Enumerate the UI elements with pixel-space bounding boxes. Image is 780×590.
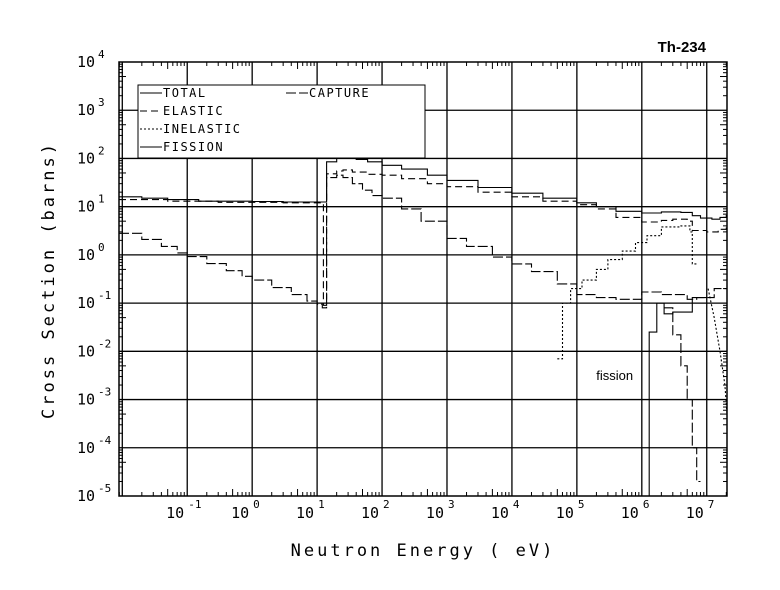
x-tick-label: 10 [556,504,574,522]
x-tick-label: 10 [491,504,509,522]
y-tick-label: 10 [77,246,95,264]
series-elastic [119,169,727,306]
y-tick-exponent: -2 [98,337,111,350]
y-tick-exponent: -1 [98,289,111,302]
y-tick-label: 10 [77,294,95,312]
y-tick-exponent: -3 [98,386,111,399]
series-capture [664,307,701,483]
y-tick-label: 10 [77,487,95,505]
plot-frame [118,61,728,497]
chart-title: Th-234 [658,39,707,56]
legend-label-capture: CAPTURE [309,86,370,100]
y-tick-label: 10 [77,149,95,167]
series-lines [119,154,728,496]
x-tick-exponent: 3 [448,498,455,511]
x-tick-exponent: -1 [188,498,201,511]
x-tick-label: 10 [686,504,704,522]
x-tick-label: 10 [231,504,249,522]
x-tick-exponent: 0 [253,498,260,511]
y-tick-label: 10 [77,198,95,216]
legend-label-inelastic: INELASTIC [163,122,242,136]
y-tick-exponent: 3 [98,96,105,109]
x-tick-exponent: 6 [643,498,650,511]
x-tick-labels: 10 -1 10 0 10 1 10 2 10 3 10 4 10 5 10 6 10 7 [166,498,714,522]
x-tick-label: 10 [361,504,379,522]
y-tick-label: 10 [77,53,95,71]
y-axis-label: Cross Section (barns) [39,141,59,419]
x-tick-label: 10 [426,504,444,522]
x-tick-exponent: 4 [513,498,520,511]
legend-box [137,84,426,159]
fission-annotation: fission [596,368,633,383]
series-capture [119,174,727,309]
y-tick-label: 10 [77,101,95,119]
x-axis-label: Neutron Energy ( eV) [291,541,556,561]
y-tick-exponent: 1 [98,193,105,206]
x-tick-label: 10 [166,504,184,522]
legend-label-fission: FISSION [163,140,224,154]
series-fission [648,297,707,496]
x-tick-exponent: 7 [708,498,715,511]
x-tick-label: 10 [621,504,639,522]
y-tick-label: 10 [77,342,95,360]
legend-label-elastic: ELASTIC [163,104,224,118]
x-tick-exponent: 2 [383,498,390,511]
series-inelastic [557,225,697,360]
x-tick-exponent: 1 [318,498,325,511]
y-tick-exponent: 0 [98,241,105,254]
series-total [119,154,727,220]
y-tick-label: 10 [77,391,95,409]
y-tick-exponent: 2 [98,144,105,157]
y-tick-exponent: 4 [98,48,105,61]
y-tick-exponent: -4 [98,434,112,447]
x-tick-exponent: 5 [578,498,585,511]
y-tick-exponent: -5 [98,482,111,495]
legend-label-total: TOTAL [163,86,207,100]
legend: TOTAL ELASTIC INELASTIC FISSION CAPTURE [137,84,426,159]
x-tick-label: 10 [296,504,314,522]
y-tick-label: 10 [77,439,95,457]
